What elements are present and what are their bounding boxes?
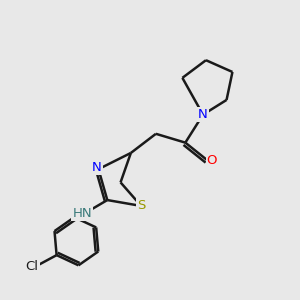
Text: N: N	[198, 108, 208, 121]
Text: O: O	[207, 154, 217, 167]
Text: HN: HN	[73, 207, 92, 220]
Text: N: N	[92, 161, 102, 174]
Text: S: S	[137, 200, 146, 212]
Text: Cl: Cl	[26, 260, 39, 273]
